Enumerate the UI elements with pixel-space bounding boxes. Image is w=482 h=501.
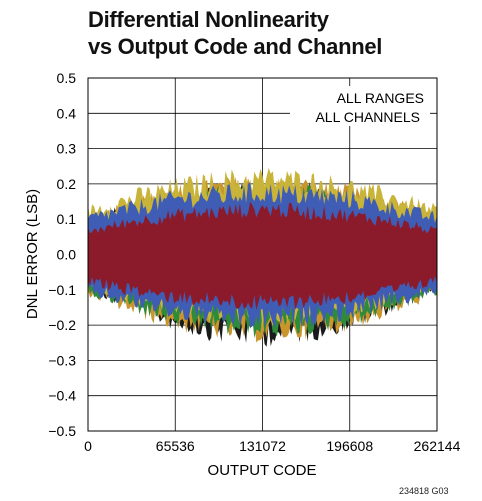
annotation-background	[290, 86, 430, 126]
y-tick-label: −0.2	[48, 317, 76, 333]
annotation-box: ALL RANGES ALL CHANNELS	[290, 86, 430, 126]
plot-frame	[87, 77, 438, 432]
dnl-series-6	[88, 201, 437, 310]
x-tick-label: 131072	[239, 438, 286, 454]
chart-title-line-1: Differential Nonlinearity	[88, 7, 329, 32]
x-tick-label: 196608	[326, 438, 373, 454]
y-tick-label: −0.3	[48, 352, 76, 368]
annotation-all-channels: ALL CHANNELS	[315, 109, 420, 125]
y-tick-label: 0.5	[57, 70, 77, 86]
y-tick-labels: 0.5 0.4 0.3 0.2 0.1 0.0 −0.1 −0.2 −0.3 −0.4 −0.5	[48, 70, 76, 439]
x-tick-label: 0	[84, 438, 92, 454]
y-tick-label: 0.3	[57, 141, 77, 157]
y-tick-label: 0.0	[57, 247, 77, 263]
y-tick-label: −0.5	[48, 423, 76, 439]
y-tick-label: 0.2	[57, 176, 77, 192]
chart-title: Differential Nonlinearity vs Output Code…	[88, 6, 382, 60]
series-layer	[88, 167, 437, 347]
y-tick-label: −0.4	[48, 388, 76, 404]
y-tick-label: 0.4	[57, 105, 77, 121]
figure-id: 234818 G03	[399, 486, 449, 496]
chart-title-line-2: vs Output Code and Channel	[88, 34, 383, 59]
y-tick-label: −0.1	[48, 282, 76, 298]
x-tick-labels: 0 65536 131072 196608 262144	[84, 438, 460, 454]
x-tick-label: 262144	[414, 438, 461, 454]
annotation-all-ranges: ALL RANGES	[337, 90, 424, 106]
x-tick-label: 65536	[156, 438, 195, 454]
y-axis-label: DNL ERROR (LSB)	[24, 189, 41, 319]
y-tick-label: 0.1	[57, 211, 77, 227]
x-axis-label: OUTPUT CODE	[208, 462, 317, 479]
